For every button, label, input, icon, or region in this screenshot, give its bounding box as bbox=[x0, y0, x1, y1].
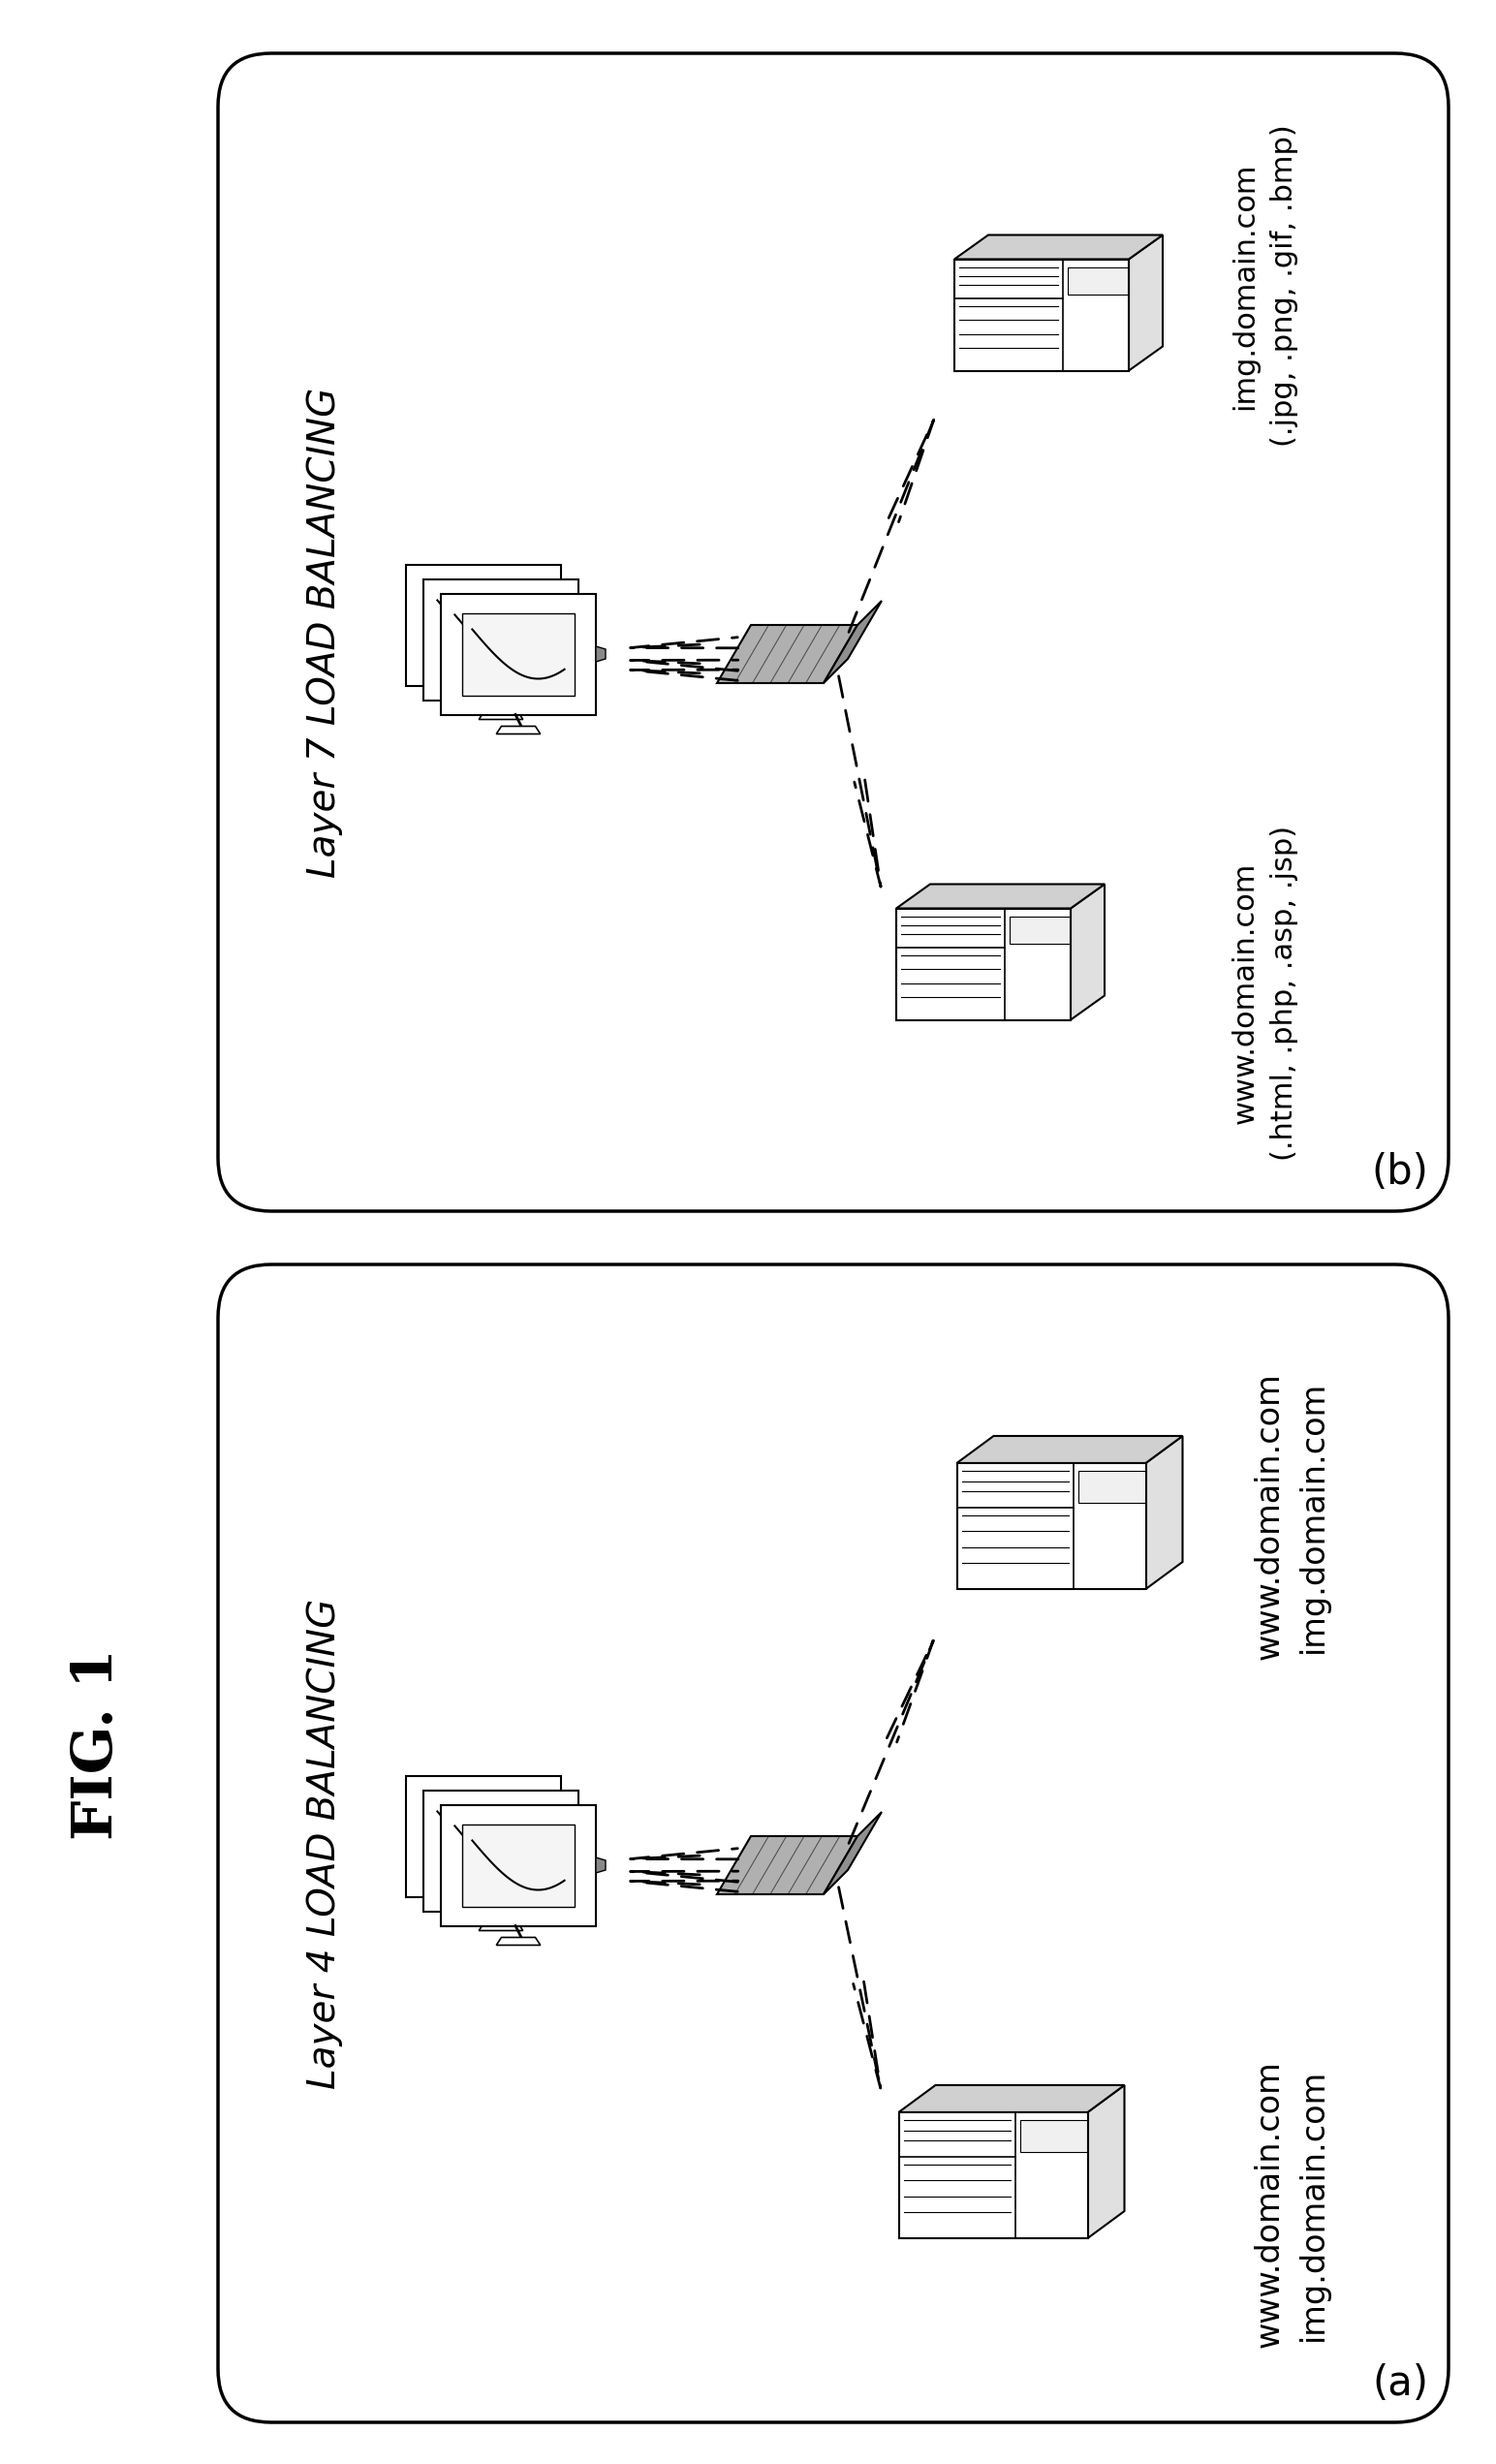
Polygon shape bbox=[479, 1922, 524, 1932]
Polygon shape bbox=[957, 1437, 1182, 1464]
Polygon shape bbox=[824, 1811, 881, 1895]
Text: www.domain.com: www.domain.com bbox=[1254, 2060, 1285, 2348]
Polygon shape bbox=[446, 599, 557, 680]
Polygon shape bbox=[405, 564, 561, 685]
Text: (.jpg, .png, .gif, .bmp): (.jpg, .png, .gif, .bmp) bbox=[1270, 126, 1299, 446]
Text: FIG. 1: FIG. 1 bbox=[70, 1648, 124, 1841]
Text: Layer 7 LOAD BALANCING: Layer 7 LOAD BALANCING bbox=[307, 387, 343, 877]
Text: (a): (a) bbox=[1372, 2363, 1429, 2405]
Polygon shape bbox=[717, 1836, 857, 1895]
Polygon shape bbox=[896, 909, 1071, 1020]
Polygon shape bbox=[462, 1823, 574, 1907]
Polygon shape bbox=[423, 1791, 579, 1912]
Text: img.domain.com: img.domain.com bbox=[1297, 2067, 1328, 2341]
Text: www.domain.com: www.domain.com bbox=[1231, 862, 1260, 1124]
Polygon shape bbox=[428, 1794, 539, 1878]
Polygon shape bbox=[428, 584, 539, 665]
Text: Layer 4 LOAD BALANCING: Layer 4 LOAD BALANCING bbox=[307, 1599, 343, 2089]
Text: img.domain.com: img.domain.com bbox=[1231, 163, 1260, 409]
Polygon shape bbox=[957, 1464, 1146, 1589]
Polygon shape bbox=[899, 2112, 1088, 2237]
Polygon shape bbox=[717, 626, 857, 683]
Polygon shape bbox=[462, 614, 574, 695]
Polygon shape bbox=[497, 1937, 540, 1944]
Text: (b): (b) bbox=[1372, 1153, 1429, 1193]
Polygon shape bbox=[441, 594, 595, 715]
Polygon shape bbox=[1010, 917, 1070, 944]
Polygon shape bbox=[1071, 885, 1104, 1020]
Polygon shape bbox=[1067, 266, 1128, 296]
Polygon shape bbox=[1146, 1437, 1182, 1589]
Polygon shape bbox=[954, 259, 1129, 370]
Polygon shape bbox=[899, 2085, 1125, 2112]
FancyBboxPatch shape bbox=[218, 1264, 1448, 2422]
Text: www.domain.com: www.domain.com bbox=[1254, 1372, 1285, 1661]
Polygon shape bbox=[461, 697, 506, 705]
Polygon shape bbox=[479, 712, 524, 719]
Polygon shape bbox=[896, 885, 1104, 909]
FancyBboxPatch shape bbox=[218, 54, 1448, 1212]
Polygon shape bbox=[461, 1907, 506, 1917]
Polygon shape bbox=[1129, 234, 1162, 370]
Polygon shape bbox=[1020, 2119, 1088, 2151]
Polygon shape bbox=[595, 1858, 606, 1873]
Polygon shape bbox=[441, 1804, 595, 1927]
Polygon shape bbox=[405, 1777, 561, 1897]
Polygon shape bbox=[1088, 2085, 1125, 2237]
Polygon shape bbox=[446, 1809, 557, 1892]
Polygon shape bbox=[497, 727, 540, 734]
Polygon shape bbox=[595, 646, 606, 663]
Polygon shape bbox=[1079, 1471, 1144, 1503]
Polygon shape bbox=[954, 234, 1162, 259]
Polygon shape bbox=[423, 579, 579, 700]
Text: img.domain.com: img.domain.com bbox=[1297, 1380, 1328, 1653]
Polygon shape bbox=[824, 601, 881, 683]
Text: (.html, .php, .asp, .jsp): (.html, .php, .asp, .jsp) bbox=[1270, 825, 1299, 1161]
